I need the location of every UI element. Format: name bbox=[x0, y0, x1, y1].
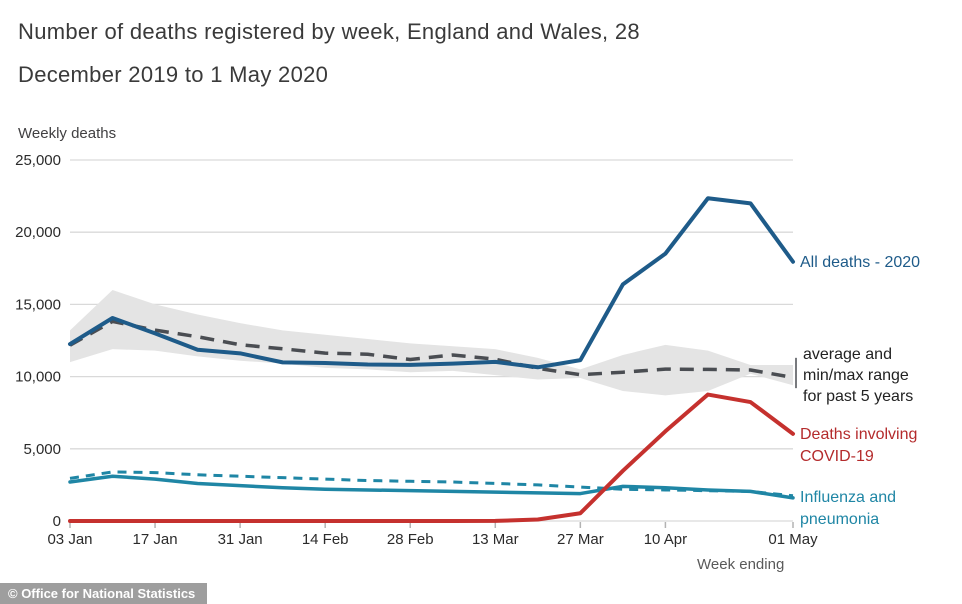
x-tick-label: 01 May bbox=[768, 531, 818, 548]
x-tick-label: 14 Feb bbox=[302, 531, 349, 548]
x-tick-label: 31 Jan bbox=[218, 531, 263, 548]
y-tick-label: 20,000 bbox=[15, 224, 61, 241]
y-tick-label: 15,000 bbox=[15, 296, 61, 313]
x-tick-label: 28 Feb bbox=[387, 531, 434, 548]
x-tick-label: 03 Jan bbox=[47, 531, 92, 548]
minmax-band bbox=[70, 289, 793, 396]
y-axis-title: Weekly deaths bbox=[18, 125, 117, 142]
series-line-average-for-past-5-years bbox=[69, 319, 794, 380]
y-tick-label: 10,000 bbox=[15, 369, 61, 386]
annotation-all-deaths-2020: All deaths - 2020 bbox=[800, 254, 921, 271]
x-axis-title: Week ending bbox=[697, 556, 785, 573]
x-tick-label: 17 Jan bbox=[133, 531, 178, 548]
annotation-average-minmax-range: average and min/max range for past 5 yea… bbox=[803, 346, 914, 405]
annotation-deaths-involving-covid19: Deaths involving COVID-19 bbox=[800, 426, 918, 465]
series-line-influenza-and-pneumonia-2020 bbox=[68, 474, 795, 500]
y-tick-label: 0 bbox=[53, 513, 61, 530]
x-tick-label: 27 Mar bbox=[557, 531, 604, 548]
annotation-influenza-pneumonia: Influenza and pneumonia bbox=[800, 489, 897, 528]
x-tick-label: 13 Mar bbox=[472, 531, 519, 548]
chart-title: Number of deaths registered by week, Eng… bbox=[18, 10, 640, 96]
source-badge: © Office for National Statistics bbox=[0, 583, 208, 604]
series-line-deaths-involving-covid-19 bbox=[68, 392, 795, 523]
series-line-all-deaths-2020 bbox=[68, 196, 795, 370]
y-tick-label: 25,000 bbox=[15, 152, 61, 169]
chart-title-line-1: Number of deaths registered by week, Eng… bbox=[18, 19, 640, 44]
y-tick-label: 5,000 bbox=[23, 441, 61, 458]
chart-title-line-2: December 2019 to 1 May 2020 bbox=[18, 62, 329, 87]
x-tick-label: 10 Apr bbox=[644, 531, 687, 548]
